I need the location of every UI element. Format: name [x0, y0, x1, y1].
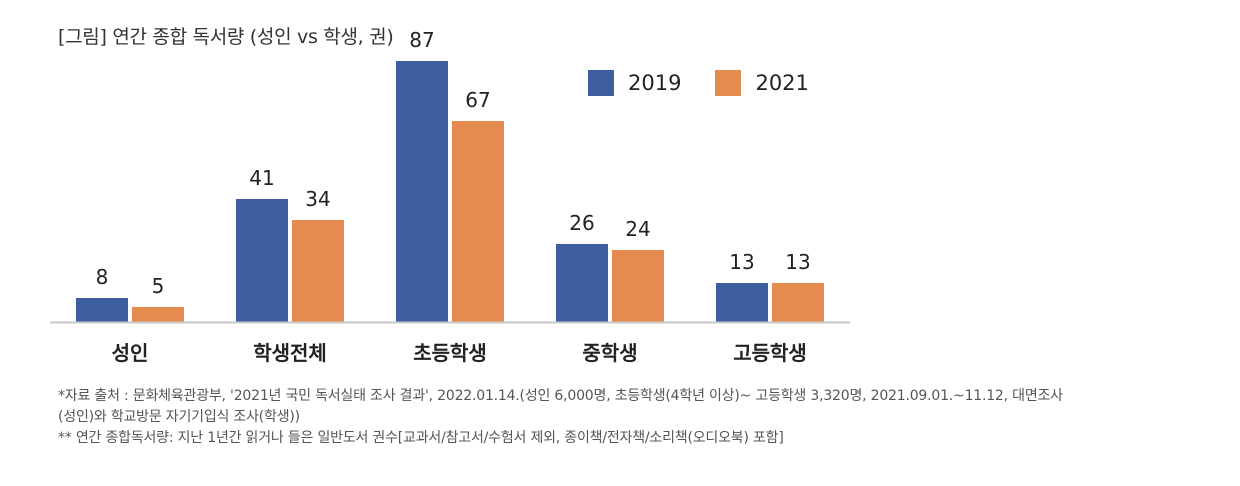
- legend-swatch-2019: [588, 70, 614, 96]
- legend-item-2021: 2021: [715, 70, 809, 96]
- legend: 2019 2021: [588, 70, 809, 96]
- x-tick-label-4: 중학생: [582, 341, 637, 365]
- legend-swatch-2021: [715, 70, 742, 96]
- legend-label-2021: 2021: [755, 71, 809, 95]
- bar-2021-2: [292, 220, 344, 322]
- data-label-2021-1: 5: [152, 274, 165, 298]
- source-note-line1: *자료 출처 : 문화체육관광부, '2021년 국민 독서실태 조사 결과',…: [58, 388, 1063, 404]
- chart-title: [그림] 연간 종합 독서량 (성인 vs 학생, 권): [58, 26, 394, 48]
- bar-2021-4: [612, 250, 664, 322]
- legend-item-2019: 2019: [588, 70, 681, 96]
- bar-2019-5: [716, 283, 768, 322]
- data-label-2019-2: 41: [249, 166, 274, 190]
- legend-label-2019: 2019: [628, 71, 682, 95]
- source-note-line2: (성인)와 학교방문 자기기입식 조사(학생)): [58, 409, 300, 425]
- data-label-2019-3: 87: [409, 28, 434, 52]
- data-label-2019-5: 13: [729, 250, 754, 274]
- definition-note: ** 연간 종합독서량: 지난 1년간 읽거나 들은 일반도서 권수[교과서/참…: [58, 430, 784, 446]
- x-tick-label-3: 초등학생: [413, 341, 487, 365]
- data-label-2019-4: 26: [569, 211, 594, 235]
- x-tick-label-5: 고등학생: [733, 341, 807, 365]
- bar-2019-2: [236, 199, 288, 322]
- bar-2021-5: [772, 283, 824, 322]
- x-tick-label-2: 학생전체: [253, 341, 327, 365]
- data-label-2021-4: 24: [625, 217, 650, 241]
- data-label-2021-5: 13: [785, 250, 810, 274]
- bar-2021-1: [132, 307, 184, 322]
- bar-2019-1: [76, 298, 128, 322]
- data-label-2021-3: 67: [465, 88, 490, 112]
- bar-2019-4: [556, 244, 608, 322]
- data-label-2019-1: 8: [96, 265, 109, 289]
- footnotes: *자료 출처 : 문화체육관광부, '2021년 국민 독서실태 조사 결과',…: [58, 386, 1208, 449]
- data-label-2021-2: 34: [305, 187, 330, 211]
- bar-2019-3: [396, 61, 448, 322]
- x-tick-label-1: 성인: [112, 341, 149, 365]
- bar-2021-3: [452, 121, 504, 322]
